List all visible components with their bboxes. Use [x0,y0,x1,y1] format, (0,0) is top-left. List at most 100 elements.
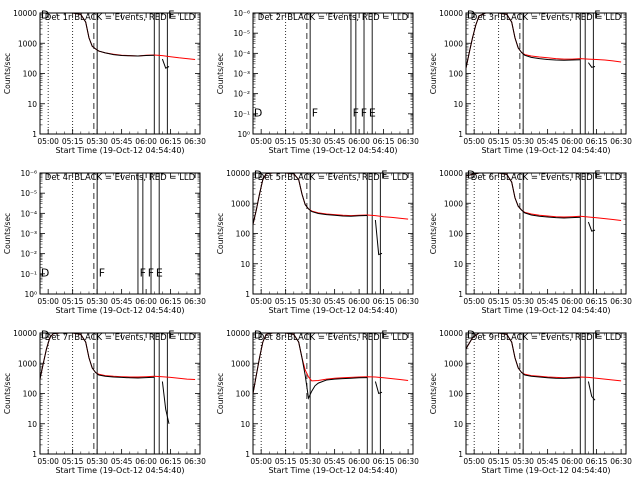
x-tick-label: 06:30 [397,297,419,306]
y-tick-label: 10⁻² [20,250,37,259]
event-letter-marker: D [41,267,49,280]
x-tick-label: 05:00 [250,137,272,146]
x-tick-label: 06:00 [348,457,370,466]
y-tick-label: 1000 [231,359,250,368]
y-tick-label: 1000 [444,359,463,368]
y-tick-label: 10⁻⁶ [20,169,37,178]
y-tick-label: 1000 [444,39,463,48]
panel-title: Det 4r BLACK = Events, RED = LLD [45,173,196,183]
panel-title: Det 6r BLACK = Events, RED = LLD [471,173,622,183]
y-tick-label: 10000 [439,9,463,18]
events-series-line [252,172,368,225]
events-series-line [587,221,596,232]
detector-panel: Det 5r BLACK = Events, RED = LLD 1 10 100 10… [216,168,419,315]
y-axis-label: Counts/sec [216,373,225,414]
y-axis-label: Counts/sec [3,53,12,94]
y-tick-label: 1000 [444,199,463,208]
panel-title: Det 2r BLACK = Events, RED = LLD [258,13,409,23]
y-tick-label: 10000 [13,329,37,338]
x-tick-label: 05:00 [37,457,59,466]
x-tick-label: 06:30 [397,137,419,146]
y-tick-label: 10⁻⁵ [233,29,250,38]
x-tick-label: 05:30 [299,457,321,466]
x-axis-label: Start Time (19-Oct-12 04:54:40) [481,306,610,315]
x-tick-label: 05:45 [111,457,133,466]
x-tick-label: 05:15 [62,457,84,466]
y-tick-label: 10⁻¹ [20,270,37,279]
plot-frame [252,332,414,455]
x-tick-label: 05:00 [463,137,485,146]
panel-title: Det 9r BLACK = Events, RED = LLD [471,333,622,343]
panel-title: Det 1r BLACK = Events, RED = LLD [45,13,196,23]
x-tick-label: 05:45 [537,137,559,146]
y-axis-label: Counts/sec [216,213,225,254]
y-tick-label: 10000 [226,329,250,338]
x-tick-label: 05:30 [86,297,108,306]
x-tick-label: 06:15 [160,457,182,466]
event-letter-marker: F [594,8,600,21]
plot-frame [39,332,201,455]
x-tick-label: 05:15 [488,457,510,466]
events-series-line [465,12,581,69]
event-letter-marker: F [594,328,600,341]
y-tick-label: 100 [23,70,38,79]
x-tick-label: 06:30 [610,457,632,466]
x-tick-label: 05:45 [324,297,346,306]
x-tick-label: 05:00 [37,297,59,306]
event-letter-marker: F [381,168,387,181]
x-tick-label: 05:30 [512,297,534,306]
y-axis-label: Counts/sec [3,213,12,254]
y-tick-label: 1 [32,450,37,459]
event-letter-marker: D [467,168,475,181]
events-series-line [374,219,383,256]
y-tick-label: 1000 [18,359,37,368]
event-letter-marker: D [467,8,475,21]
x-tick-label: 05:30 [512,137,534,146]
event-letter-marker: F [140,267,146,280]
x-tick-label: 06:30 [184,457,206,466]
y-tick-label: 1 [245,290,250,299]
y-tick-label: 100 [449,230,464,239]
x-tick-label: 06:00 [348,297,370,306]
y-tick-label: 1000 [18,39,37,48]
y-tick-label: 10 [453,100,463,109]
x-tick-label: 05:30 [299,137,321,146]
x-tick-label: 05:45 [111,137,133,146]
plot-frame [252,12,414,135]
x-tick-label: 05:15 [275,137,297,146]
event-letter-marker: F [168,8,174,21]
y-tick-label: 10 [27,420,37,429]
x-tick-label: 06:15 [160,137,182,146]
y-tick-label: 1000 [231,199,250,208]
y-tick-label: 100 [449,390,464,399]
y-tick-label: 100 [449,70,464,79]
x-axis-label: Start Time (19-Oct-12 04:54:40) [268,306,397,315]
y-tick-label: 10⁻⁶ [233,9,250,18]
x-tick-label: 06:00 [135,137,157,146]
x-tick-label: 06:30 [397,457,419,466]
y-tick-label: 10000 [13,9,37,18]
y-tick-label: 10000 [439,169,463,178]
x-axis-label: Start Time (19-Oct-12 04:54:40) [268,146,397,155]
event-letter-marker: F [353,107,359,120]
x-tick-label: 05:30 [86,457,108,466]
y-tick-label: 1 [245,450,250,459]
event-letter-marker: D [254,168,262,181]
panel-title: Det 3r BLACK = Events, RED = LLD [471,13,622,23]
detector-panel: Det 2r BLACK = Events, RED = LLD 10⁰ 10⁻¹ 1… [216,9,419,155]
plot-frame [39,12,201,135]
events-series-line [161,381,170,424]
x-tick-label: 05:15 [275,297,297,306]
plot-frame [465,172,627,295]
plot-frame [39,172,201,295]
plot-frame [465,12,627,135]
event-letter-marker: D [254,328,262,341]
x-tick-label: 06:30 [610,297,632,306]
y-tick-label: 10⁻⁵ [20,189,37,198]
y-tick-label: 1 [458,290,463,299]
x-tick-label: 05:15 [275,457,297,466]
x-tick-label: 06:15 [586,457,608,466]
x-tick-label: 05:45 [324,457,346,466]
y-tick-label: 10⁻¹ [233,110,250,119]
x-axis-label: Start Time (19-Oct-12 04:54:40) [268,466,397,475]
